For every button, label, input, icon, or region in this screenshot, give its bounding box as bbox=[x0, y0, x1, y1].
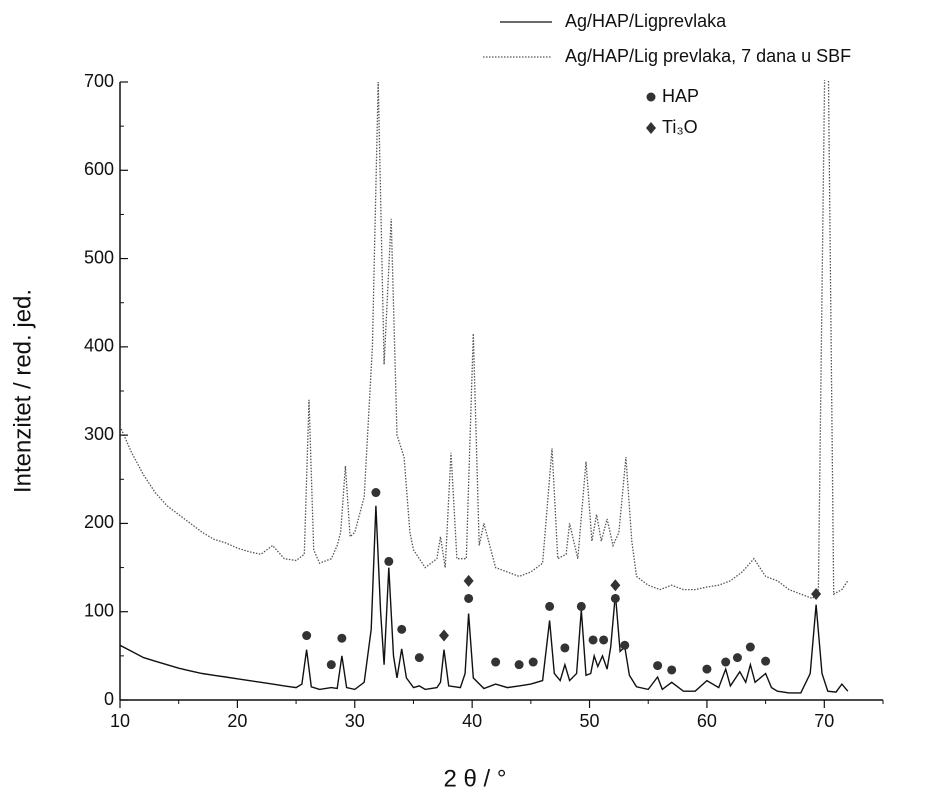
phase-marker bbox=[702, 664, 712, 674]
phase-marker bbox=[438, 629, 449, 642]
phase-marker bbox=[667, 665, 677, 675]
phase-marker bbox=[545, 601, 555, 611]
phase-marker bbox=[302, 631, 312, 641]
phase-marker bbox=[491, 657, 501, 667]
phase-marker bbox=[326, 660, 336, 670]
phase-marker bbox=[610, 579, 621, 592]
y-tick-label: 700 bbox=[84, 71, 114, 91]
phase-marker bbox=[610, 593, 620, 603]
x-tick-label: 60 bbox=[697, 711, 717, 731]
data-line bbox=[120, 505, 849, 694]
phase-marker bbox=[337, 633, 347, 643]
legend-label: Ag/HAP/Lig prevlaka, 7 dana u SBF bbox=[565, 46, 851, 66]
phase-marker bbox=[646, 92, 656, 102]
data-line bbox=[120, 80, 849, 600]
y-tick-label: 300 bbox=[84, 424, 114, 444]
x-tick-label: 30 bbox=[345, 711, 365, 731]
y-tick-label: 500 bbox=[84, 247, 114, 267]
y-tick-label: 400 bbox=[84, 336, 114, 356]
phase-marker bbox=[588, 635, 598, 645]
y-tick-label: 600 bbox=[84, 159, 114, 179]
phase-marker bbox=[721, 657, 731, 667]
phase-marker bbox=[811, 588, 822, 601]
phase-marker bbox=[560, 643, 570, 653]
phase-marker bbox=[414, 653, 424, 663]
phase-marker bbox=[646, 122, 656, 134]
phase-marker bbox=[514, 660, 524, 670]
y-axis-label: Intenzitet / red. jed. bbox=[9, 289, 36, 493]
x-tick-label: 40 bbox=[462, 711, 482, 731]
phase-marker bbox=[371, 488, 381, 498]
plot-area bbox=[120, 80, 849, 694]
x-tick-label: 70 bbox=[814, 711, 834, 731]
phase-marker bbox=[745, 642, 755, 652]
x-tick-label: 20 bbox=[227, 711, 247, 731]
phase-marker bbox=[528, 657, 538, 667]
phase-marker bbox=[463, 574, 474, 587]
phase-marker bbox=[761, 656, 771, 666]
phase-marker bbox=[732, 653, 742, 663]
legend-label: Ag/HAP/Ligprevlaka bbox=[565, 11, 727, 31]
phase-marker bbox=[464, 593, 474, 603]
phase-marker bbox=[576, 601, 586, 611]
phase-marker bbox=[384, 556, 394, 566]
x-axis-label: 2 θ / ° bbox=[444, 765, 507, 792]
x-tick-label: 10 bbox=[110, 711, 130, 731]
legend-label: Ti₃O bbox=[662, 117, 698, 137]
phase-marker bbox=[397, 624, 407, 634]
phase-marker bbox=[599, 635, 609, 645]
y-tick-label: 0 bbox=[104, 689, 114, 709]
legend-label: HAP bbox=[662, 86, 699, 106]
phase-marker bbox=[653, 661, 663, 671]
y-tick-label: 200 bbox=[84, 512, 114, 532]
phase-marker bbox=[620, 640, 630, 650]
y-tick-label: 100 bbox=[84, 600, 114, 620]
x-tick-label: 50 bbox=[580, 711, 600, 731]
